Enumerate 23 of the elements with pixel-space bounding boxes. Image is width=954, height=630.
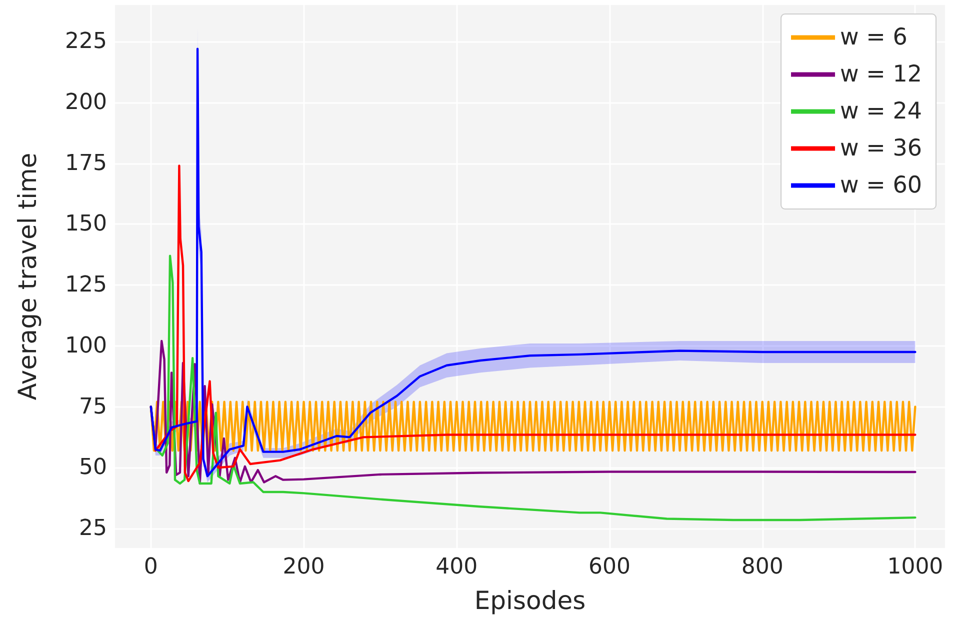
x-tick-label: 0 [144, 554, 158, 580]
y-tick-label: 75 [79, 394, 107, 420]
x-tick-label: 1000 [887, 554, 944, 580]
x-axis-title: Episodes [474, 586, 586, 615]
y-tick-label: 100 [65, 333, 107, 358]
y-tick-label: 125 [65, 272, 107, 298]
legend-label: w = 6 [840, 24, 908, 50]
y-tick-label: 200 [65, 90, 107, 115]
y-tick-label: 150 [65, 212, 107, 237]
legend-label: w = 36 [840, 136, 922, 162]
legend-label: w = 12 [840, 62, 922, 88]
y-axis-title: Average travel time [13, 152, 42, 400]
y-tick-label: 25 [79, 516, 107, 542]
y-tick-label: 50 [79, 455, 107, 480]
legend-label: w = 24 [840, 98, 922, 124]
x-tick-label: 600 [588, 554, 630, 580]
legend-label: w = 60 [840, 172, 922, 198]
y-tick-label: 225 [65, 29, 107, 54]
x-tick-label: 200 [282, 554, 325, 580]
x-tick-label: 400 [436, 554, 478, 580]
y-tick-label: 175 [65, 150, 107, 176]
line-series [150, 254, 916, 522]
x-tick-label: 800 [741, 554, 784, 580]
